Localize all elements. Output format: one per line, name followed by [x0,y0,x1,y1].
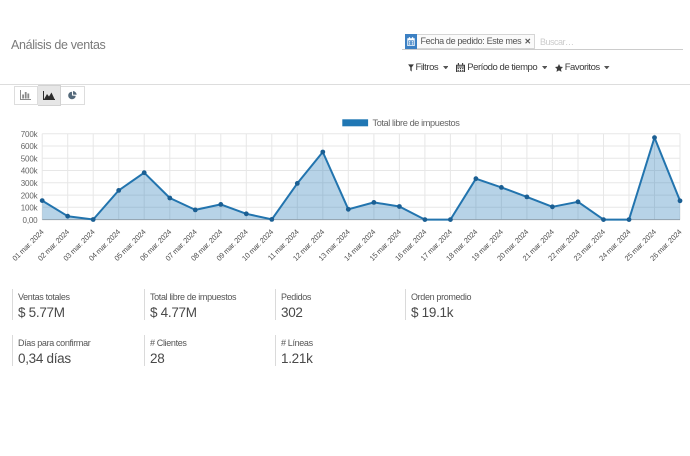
svg-text:600k: 600k [21,142,39,151]
svg-text:100k: 100k [21,204,39,213]
svg-text:700k: 700k [21,130,39,139]
svg-text:200k: 200k [21,191,39,200]
svg-text:400k: 400k [21,167,39,176]
svg-text:300k: 300k [21,179,39,188]
svg-text:0,00: 0,00 [23,216,39,225]
svg-text:500k: 500k [21,155,39,164]
svg-text:Total libre de impuestos: Total libre de impuestos [373,118,461,128]
